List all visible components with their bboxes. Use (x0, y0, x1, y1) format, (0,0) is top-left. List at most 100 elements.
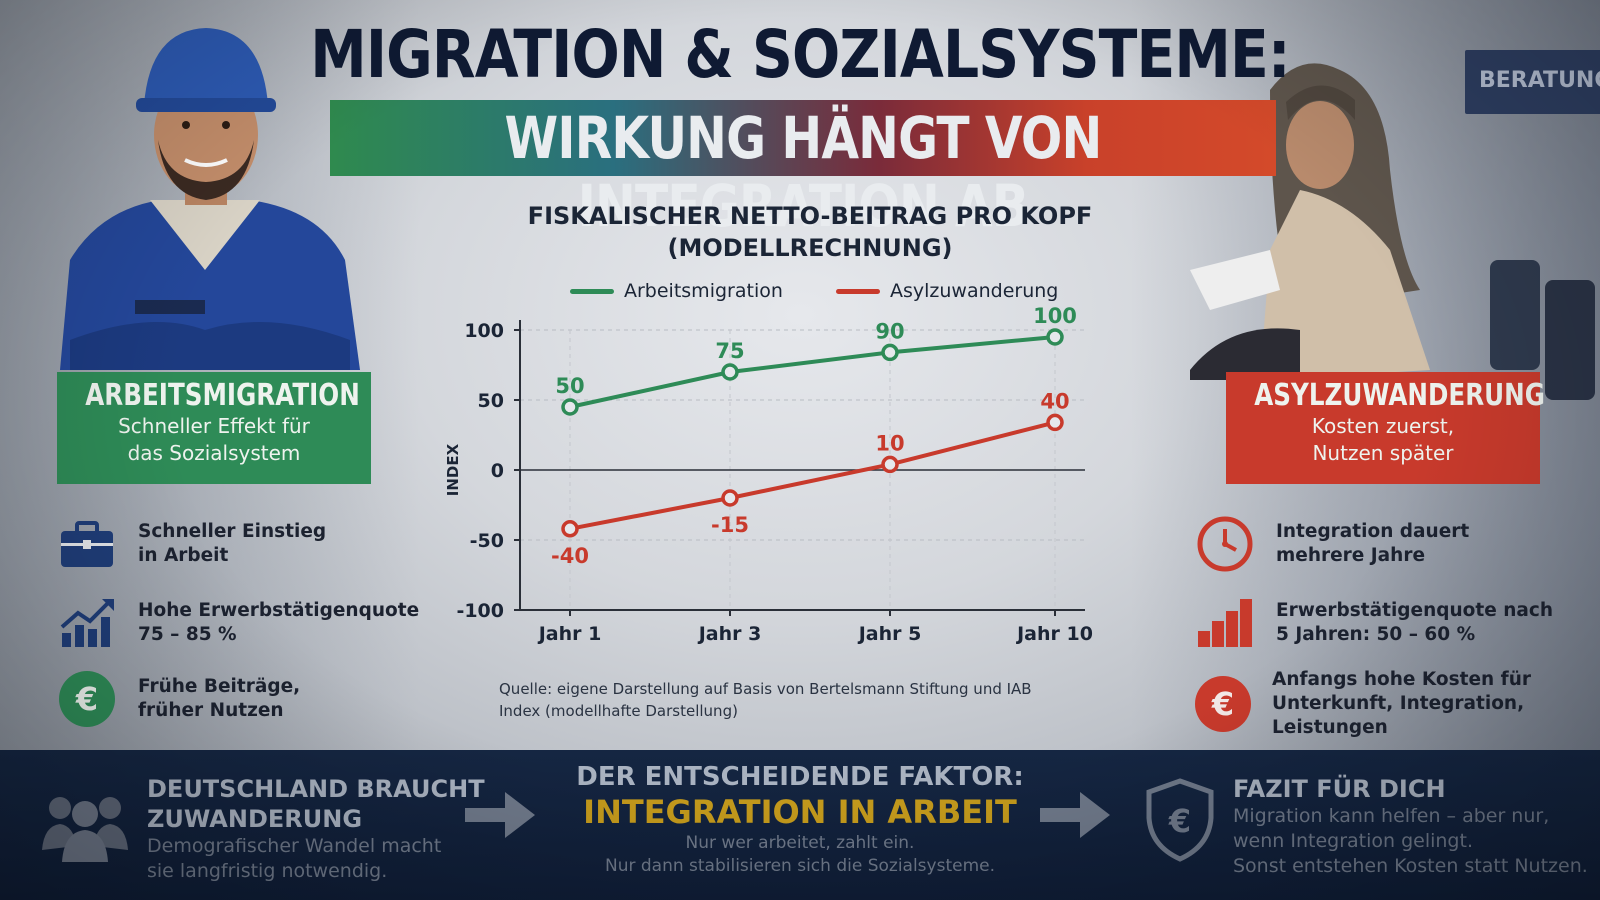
people-group-icon (42, 797, 128, 862)
sign-board: BERATUNG (1465, 50, 1600, 114)
data-label: 100 (1033, 304, 1077, 328)
data-label: 90 (875, 319, 904, 343)
bottom-block3-body3: Sonst entstehen Kosten statt Nutzen. (1233, 855, 1588, 877)
arbeitsmigration-badge: ARBEITSMIGRATION Schneller Effekt für da… (57, 372, 371, 484)
arbeitsmigration-badge-title: ARBEITSMIGRATION (85, 378, 360, 413)
bottom-block2-accent: INTEGRATION IN ARBEIT (583, 793, 1017, 831)
euro-icon: € (1194, 673, 1252, 735)
legend-swatch-arbeitsmigration (570, 288, 614, 294)
left-feature-employment-rate: Hohe Erwerbstätigenquote 75 – 85 % (56, 592, 419, 654)
bottom-block-conclusion: FAZIT FÜR DICH Migration kann helfen – a… (1233, 774, 1588, 879)
right-feature-employment-rate: Erwerbstätigenquote nach 5 Jahren: 50 – 6… (1194, 592, 1553, 654)
data-point (881, 455, 899, 474)
left-feature-1-line1: Schneller Einstieg (138, 521, 327, 542)
data-label: 10 (875, 431, 904, 455)
asylzuwanderung-badge-title: ASYLZUWANDERUNG (1254, 378, 1545, 413)
right-feature-1-line2: mehrere Jahre (1276, 545, 1425, 566)
legend-item-asylzuwanderung: Asylzuwanderung (836, 280, 1058, 302)
bottom-block2-head: DER ENTSCHEIDENDE FAKTOR: (576, 762, 1024, 792)
data-label: 50 (555, 374, 584, 398)
data-point (721, 363, 739, 381)
chart-title-line2: (MODELLRECHNUNG) (667, 234, 953, 262)
data-point (1046, 413, 1064, 432)
right-feature-integration-duration: Integration dauert mehrere Jahre (1194, 513, 1469, 575)
y-tick-label: 100 (464, 320, 504, 342)
right-feature-2-line1: Erwerbstätigenquote nach (1276, 600, 1553, 621)
page-subtitle: WIRKUNG HÄNGT VON INTEGRATION AB (504, 104, 1103, 240)
left-feature-work-entry: Schneller Einstieg in Arbeit (56, 513, 326, 575)
x-tick-label: Jahr 10 (1015, 623, 1093, 645)
right-feature-2-line2: 5 Jahren: 50 – 60 % (1276, 624, 1476, 645)
y-tick-label: -50 (470, 530, 504, 552)
bar-chart-icon (1194, 592, 1256, 654)
waiting-chairs-illustration (1490, 260, 1595, 400)
left-feature-1-line2: in Arbeit (138, 545, 229, 566)
asylzuwanderung-badge: ASYLZUWANDERUNG Kosten zuerst, Nutzen sp… (1226, 372, 1545, 484)
line-chart: 100 50 0 -50 -100 Jahr 1 Jahr 3 Jahr 5 Jahr 10 IN… (444, 304, 1093, 645)
data-point (1046, 328, 1064, 346)
bottom-block1-head1: DEUTSCHLAND BRAUCHT (147, 775, 485, 803)
right-feature-3-line1: Anfangs hohe Kosten für (1272, 669, 1531, 690)
chart-title-line1: FISKALISCHER NETTO-BEITRAG PRO KOPF (527, 202, 1093, 230)
right-feature-1-line1: Integration dauert (1276, 521, 1470, 542)
data-label: 40 (1040, 389, 1069, 413)
chart-legend: Arbeitsmigration Asylzuwanderung (560, 280, 1080, 306)
arbeitsmigration-badge-sub2: das Sozialsystem (127, 441, 301, 465)
legend-label-asylzuwanderung: Asylzuwanderung (890, 280, 1059, 302)
data-point (881, 343, 899, 362)
shield-euro-icon: € (1146, 778, 1214, 862)
source-line2: Index (modellhafte Darstellung) (499, 702, 738, 720)
subtitle-band (330, 100, 1276, 176)
right-feature-initial-costs: € Anfangs hohe Kosten für Unterkunft, Int… (1194, 668, 1600, 740)
chart-source: Quelle: eigene Darstellung auf Basis von… (499, 678, 1032, 722)
y-tick-label: -100 (456, 600, 504, 622)
x-tick-label: Jahr 1 (537, 623, 602, 645)
arrow-right-icon (465, 792, 535, 838)
y-axis-label: INDEX (444, 443, 462, 496)
bottom-block1-head2: ZUWANDERUNG (147, 805, 363, 833)
x-tick-label: Jahr 5 (857, 623, 922, 645)
y-tick-label: 50 (478, 390, 504, 412)
euro-icon: € (56, 668, 118, 730)
left-feature-3-line1: Frühe Beiträge, (138, 676, 301, 697)
source-line1: Quelle: eigene Darstellung auf Basis von… (499, 680, 1032, 698)
svg-text:€: € (1168, 802, 1191, 840)
bottom-block1-body2: sie langfristig notwendig. (147, 860, 388, 882)
series-line-asylzuwanderung (569, 420, 1056, 531)
bottom-block3-body2: wenn Integration gelingt. (1233, 830, 1473, 852)
data-label: -15 (711, 513, 749, 537)
asylzuwanderung-badge-sub2: Nutzen später (1312, 441, 1454, 465)
worker-illustration (60, 28, 360, 370)
svg-text:€: € (75, 680, 98, 718)
legend-item-arbeitsmigration: Arbeitsmigration (570, 280, 783, 302)
right-feature-3-line2: Unterkunft, Integration, Leistungen (1272, 693, 1525, 738)
bottom-block-decisive-factor: DER ENTSCHEIDENDE FAKTOR: INTEGRATION IN… (570, 762, 1030, 878)
legend-label-arbeitsmigration: Arbeitsmigration (624, 280, 783, 302)
data-point (561, 520, 579, 538)
left-feature-3-line2: früher Nutzen (138, 700, 284, 721)
x-tick-label: Jahr 3 (697, 623, 762, 645)
briefcase-icon (56, 513, 118, 575)
bottom-block1-body1: Demografischer Wandel macht (147, 835, 442, 857)
left-feature-2-line2: 75 – 85 % (138, 624, 237, 645)
bottom-block-immigration-needed: DEUTSCHLAND BRAUCHT ZUWANDERUNG Demograf… (147, 774, 485, 884)
bottom-block3-head: FAZIT FÜR DICH (1233, 775, 1446, 803)
left-feature-early-contributions: € Frühe Beiträge, früher Nutzen (56, 668, 300, 730)
growth-chart-icon (56, 592, 118, 654)
asylzuwanderung-badge-sub1: Kosten zuerst, (1311, 414, 1455, 438)
data-label: -40 (551, 544, 589, 568)
bottom-block2-body2: Nur dann stabilisieren sich die Sozialsy… (604, 856, 996, 876)
legend-swatch-asylzuwanderung (836, 288, 880, 294)
chart-title: FISKALISCHER NETTO-BEITRAG PRO KOPF (MOD… (480, 200, 1140, 264)
bottom-band (0, 750, 1600, 900)
series-line-arbeitsmigration (569, 335, 1056, 409)
bottom-block2-body1: Nur wer arbeitet, zahlt ein. (685, 833, 915, 853)
bottom-block3-body1: Migration kann helfen – aber nur, (1233, 805, 1550, 827)
data-point (561, 398, 579, 416)
clock-icon (1194, 513, 1256, 575)
svg-text:€: € (1211, 685, 1234, 723)
arrow-right-icon (1040, 792, 1110, 838)
woman-illustration (1190, 63, 1430, 380)
y-tick-label: 0 (491, 460, 504, 482)
arbeitsmigration-badge-sub1: Schneller Effekt für (118, 414, 310, 438)
